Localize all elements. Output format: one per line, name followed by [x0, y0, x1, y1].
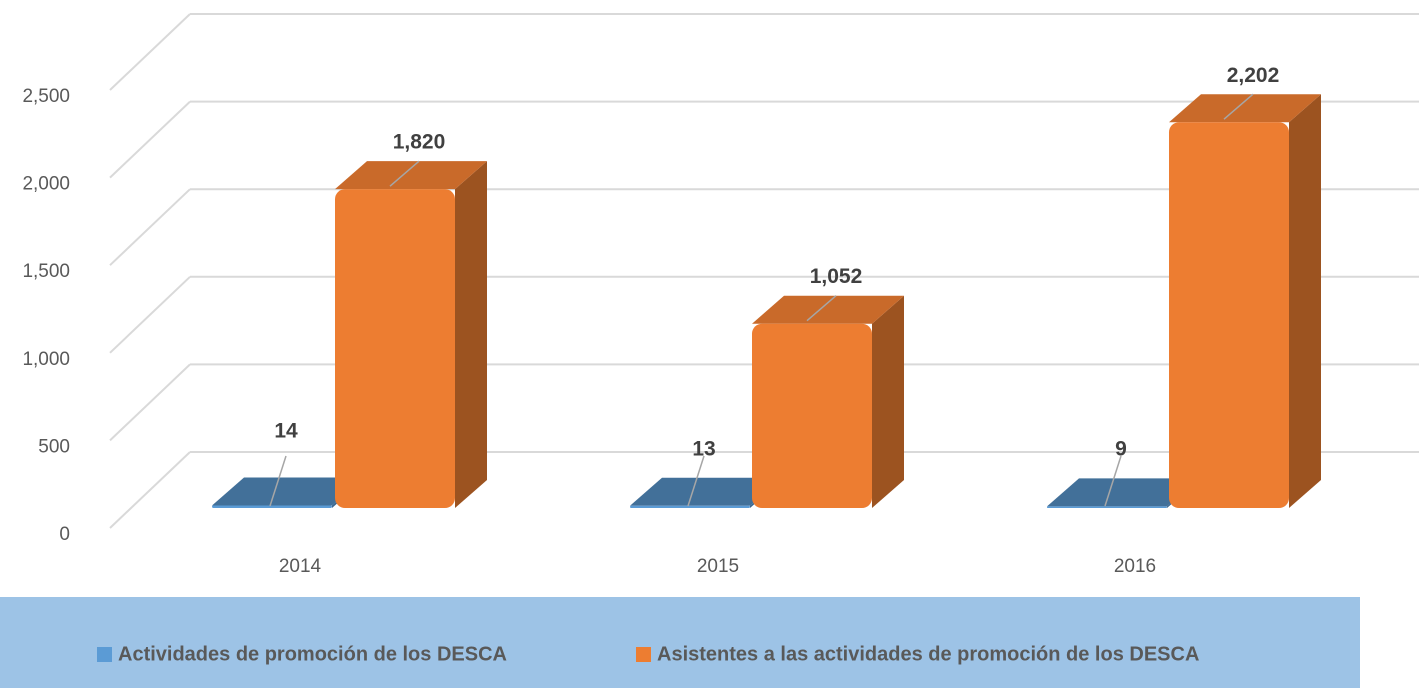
y-tick-label: 1,500 — [22, 261, 70, 282]
grid-diagonal — [109, 276, 191, 354]
bar — [1047, 506, 1167, 508]
data-label: 2,202 — [1227, 64, 1280, 87]
legend-swatch — [636, 647, 651, 662]
bar — [1169, 122, 1289, 509]
y-tick-label: 2,000 — [22, 174, 70, 195]
bar — [630, 505, 750, 508]
x-tick-label: 2015 — [697, 556, 739, 577]
legend-label: Asistentes a las actividades de promoció… — [657, 643, 1199, 665]
bar-top — [1169, 94, 1321, 123]
leader-line — [1104, 455, 1122, 507]
leader-line — [269, 455, 287, 507]
bar-side — [872, 295, 904, 508]
data-label: 9 — [1115, 438, 1127, 461]
bar-top — [752, 295, 904, 324]
bar-side — [455, 161, 487, 509]
grid-diagonal — [109, 13, 191, 91]
bar — [335, 189, 455, 509]
leader-line — [1223, 93, 1254, 120]
y-tick-label: 0 — [59, 524, 70, 545]
legend-band — [0, 597, 1360, 688]
legend-swatch — [97, 647, 112, 662]
bar-top — [335, 161, 487, 190]
bar — [752, 323, 872, 508]
bar-top — [630, 477, 782, 506]
y-tick-label: 1,000 — [22, 349, 70, 370]
x-tick-label: 2014 — [279, 556, 322, 577]
bar-top — [212, 477, 364, 506]
data-label: 1,052 — [810, 265, 863, 288]
leader-line — [389, 160, 420, 187]
data-label: 14 — [274, 420, 298, 443]
x-tick-label: 2016 — [1114, 556, 1156, 577]
bar — [212, 505, 332, 508]
grid-diagonal — [109, 188, 191, 266]
grid-diagonal — [109, 100, 191, 179]
data-label: 13 — [692, 438, 715, 461]
legend-label: Actividades de promoción de los DESCA — [118, 643, 507, 665]
leader-line — [687, 455, 705, 507]
bar-top — [1047, 478, 1199, 507]
y-tick-label: 500 — [38, 436, 70, 457]
leader-line — [806, 295, 837, 322]
bar-side — [1289, 94, 1321, 509]
grid-diagonal — [109, 363, 191, 442]
data-label: 1,820 — [393, 131, 446, 154]
y-tick-label: 2,500 — [22, 86, 70, 107]
grid-diagonal — [109, 451, 191, 529]
